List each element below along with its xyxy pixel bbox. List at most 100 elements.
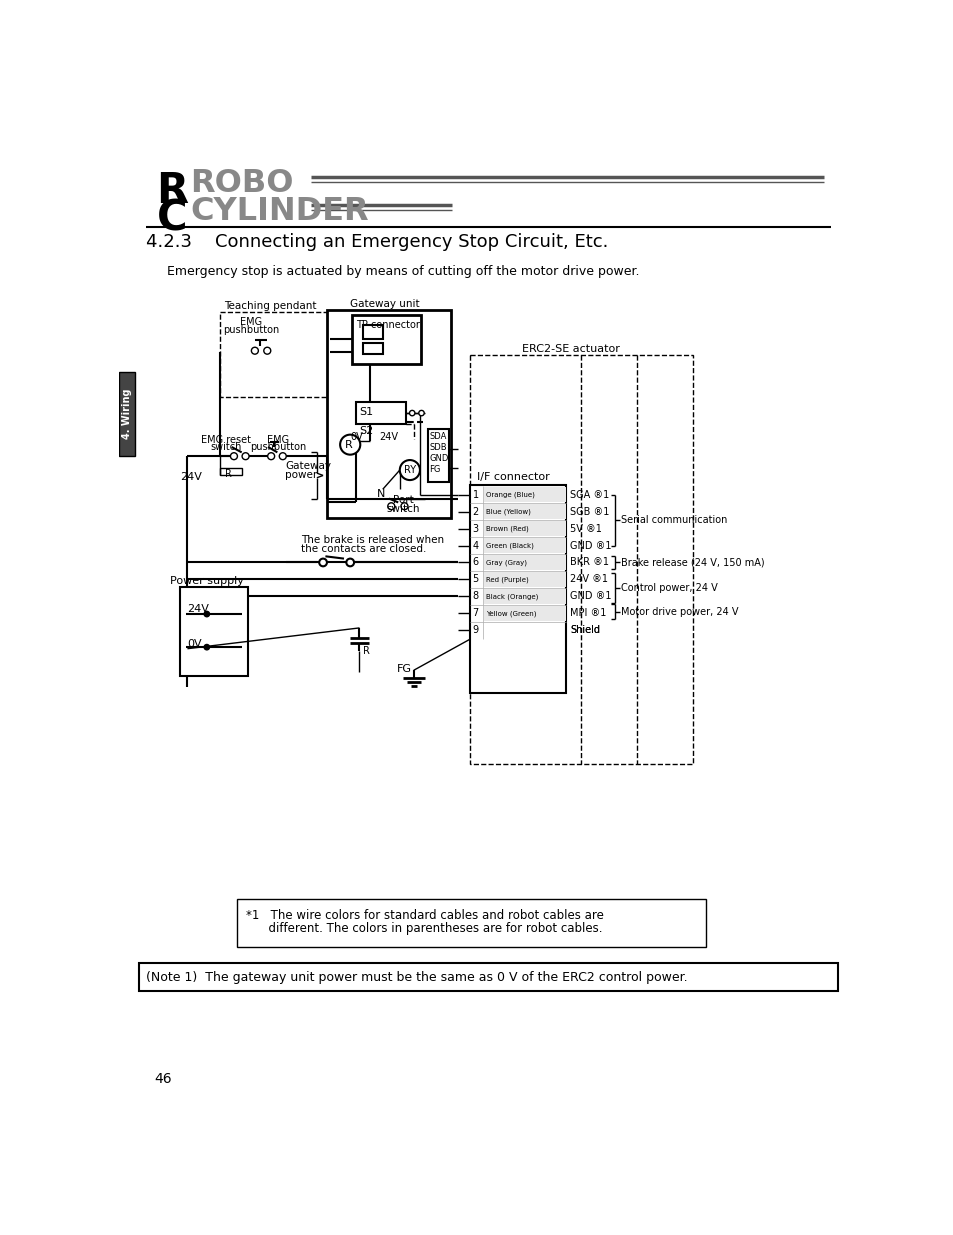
Bar	[363, 343, 382, 353]
Text: Orange (Blue): Orange (Blue)	[485, 492, 534, 498]
Circle shape	[346, 558, 354, 567]
Text: Gray (Gray): Gray (Gray)	[485, 559, 526, 566]
Bar	[484, 605, 565, 621]
Text: S1: S1	[359, 406, 374, 417]
Bar	[469, 354, 692, 764]
Bar	[355, 403, 406, 424]
Bar	[119, 372, 134, 456]
Text: 4. Wiring: 4. Wiring	[122, 389, 132, 440]
Text: ROBO: ROBO	[191, 168, 294, 199]
Text: EMG reset: EMG reset	[201, 435, 251, 445]
Bar	[327, 310, 451, 517]
Text: different. The colors in parentheses are for robot cables.: different. The colors in parentheses are…	[245, 923, 601, 935]
Bar	[363, 325, 382, 340]
Text: SDA: SDA	[429, 432, 446, 441]
Text: pushbutton: pushbutton	[250, 442, 306, 452]
Bar	[236, 899, 705, 947]
Text: 7: 7	[472, 609, 478, 619]
Text: 5: 5	[472, 574, 478, 584]
Text: 24V: 24V	[187, 604, 209, 614]
Text: *1   The wire colors for standard cables and robot cables are: *1 The wire colors for standard cables a…	[245, 909, 603, 923]
Bar	[427, 430, 449, 482]
Text: R: R	[224, 468, 232, 478]
Text: BKR ®1: BKR ®1	[570, 557, 609, 567]
Text: EMG: EMG	[267, 435, 289, 445]
Circle shape	[204, 645, 210, 650]
Text: Shield: Shield	[570, 625, 599, 635]
Text: the contacts are closed.: the contacts are closed.	[301, 543, 426, 555]
Circle shape	[279, 453, 286, 459]
Text: MPI ®1: MPI ®1	[570, 609, 606, 619]
Text: 4: 4	[472, 541, 478, 551]
Bar	[352, 315, 421, 364]
Text: 0V: 0V	[187, 640, 202, 650]
Circle shape	[231, 453, 237, 459]
Bar	[484, 555, 565, 571]
Circle shape	[252, 347, 258, 354]
Text: SDB: SDB	[429, 443, 446, 452]
Text: Yellow (Green): Yellow (Green)	[485, 610, 536, 616]
Circle shape	[399, 461, 419, 480]
Text: Brown (Red): Brown (Red)	[485, 525, 528, 532]
Text: GND: GND	[429, 454, 448, 463]
Text: power: power	[285, 471, 317, 480]
Text: FG: FG	[429, 464, 440, 474]
Text: 24V ®1: 24V ®1	[570, 574, 608, 584]
Circle shape	[242, 453, 249, 459]
Circle shape	[409, 410, 415, 416]
Text: R: R	[156, 169, 189, 211]
Text: Serial communication: Serial communication	[620, 515, 727, 525]
Text: 8: 8	[472, 592, 478, 601]
Text: GND ®1: GND ®1	[570, 541, 611, 551]
Text: EMG: EMG	[240, 317, 262, 327]
Text: Teaching pendant: Teaching pendant	[224, 301, 316, 311]
Text: ERC2-SE actuator: ERC2-SE actuator	[521, 343, 619, 353]
Text: RY: RY	[404, 466, 416, 475]
Text: Black (Orange): Black (Orange)	[485, 593, 537, 599]
Text: Power supply: Power supply	[171, 577, 244, 587]
Circle shape	[418, 410, 424, 416]
Text: 24V: 24V	[378, 431, 397, 442]
Text: (Note 1)  The gateway unit power must be the same as 0 V of the ERC2 control pow: (Note 1) The gateway unit power must be …	[146, 971, 687, 983]
Text: 9: 9	[472, 625, 478, 635]
Text: Gateway: Gateway	[285, 461, 331, 471]
Circle shape	[268, 453, 274, 459]
Text: S2: S2	[359, 426, 374, 436]
Text: Motor drive power, 24 V: Motor drive power, 24 V	[620, 606, 739, 616]
Text: C: C	[156, 198, 187, 240]
Text: 2: 2	[472, 506, 478, 516]
Text: Shield: Shield	[570, 625, 599, 635]
Text: Port: Port	[392, 495, 413, 505]
Bar	[484, 487, 565, 503]
Bar	[484, 589, 565, 604]
Text: switch: switch	[211, 442, 242, 452]
Circle shape	[387, 503, 395, 510]
Text: SGA ®1: SGA ®1	[570, 490, 609, 500]
Bar	[484, 521, 565, 536]
Circle shape	[204, 611, 210, 616]
Bar	[220, 468, 241, 475]
Bar	[138, 963, 837, 990]
Text: Control power, 24 V: Control power, 24 V	[620, 583, 718, 593]
Text: SGB ®1: SGB ®1	[570, 506, 609, 516]
Circle shape	[319, 558, 327, 567]
Text: The brake is released when: The brake is released when	[301, 535, 444, 545]
Text: FG: FG	[396, 664, 412, 674]
Circle shape	[340, 435, 360, 454]
Text: R: R	[363, 646, 370, 656]
Text: Emergency stop is actuated by means of cutting off the motor drive power.: Emergency stop is actuated by means of c…	[167, 266, 639, 278]
Text: 1: 1	[472, 490, 478, 500]
Text: Red (Purple): Red (Purple)	[485, 577, 528, 583]
Bar	[469, 485, 566, 693]
Text: 24V: 24V	[179, 472, 201, 482]
Text: 5V ®1: 5V ®1	[570, 524, 601, 534]
Text: CYLINDER: CYLINDER	[191, 196, 369, 227]
Text: TP connector: TP connector	[355, 320, 419, 330]
Text: 4.2.3    Connecting an Emergency Stop Circuit, Etc.: 4.2.3 Connecting an Emergency Stop Circu…	[146, 233, 608, 251]
Text: R: R	[344, 440, 353, 450]
Text: Green (Black): Green (Black)	[485, 542, 533, 548]
Bar	[220, 312, 330, 396]
Text: Gateway unit: Gateway unit	[350, 299, 419, 309]
Bar	[484, 504, 565, 520]
Text: 0V: 0V	[350, 431, 362, 442]
